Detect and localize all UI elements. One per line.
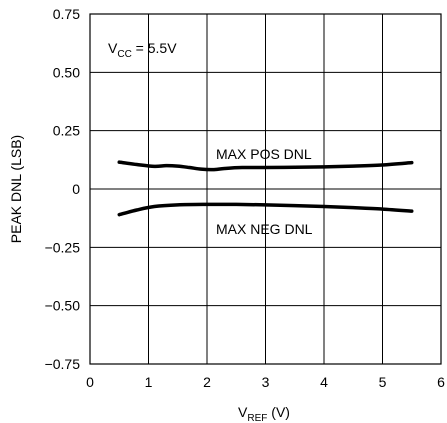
x-axis-label-main: V — [238, 404, 248, 420]
series-label-max-neg-dnl: MAX NEG DNL — [216, 221, 313, 237]
x-tick-label: 5 — [379, 374, 387, 390]
x-tick-label: 4 — [320, 374, 328, 390]
vcc-main: V — [108, 40, 118, 56]
x-tick-labels: 0 1 2 3 4 5 6 — [86, 374, 445, 390]
x-tick-label: 0 — [86, 374, 94, 390]
y-axis-label: PEAK DNL (LSB) — [8, 135, 24, 243]
y-tick-label: 0.50 — [53, 64, 80, 80]
x-tick-label: 1 — [145, 374, 153, 390]
vcc-suffix: = 5.5V — [132, 40, 177, 56]
y-tick-label: 0.25 — [53, 123, 80, 139]
series-label-max-pos-dnl: MAX POS DNL — [216, 146, 312, 162]
y-tick-label: −0.50 — [45, 298, 81, 314]
x-axis-label-sub: REF — [247, 413, 267, 423]
x-tick-label: 6 — [437, 374, 445, 390]
x-axis-label-suffix: (V) — [267, 404, 290, 420]
x-axis-label: VREF (V) — [238, 404, 290, 423]
series-line-max-neg-dnl — [117, 202, 414, 217]
grid — [90, 14, 441, 364]
x-tick-label: 3 — [262, 374, 270, 390]
y-tick-label: 0.75 — [53, 6, 80, 22]
y-tick-label: −0.75 — [45, 356, 81, 372]
x-tick-label: 2 — [203, 374, 211, 390]
series-layer — [117, 160, 414, 217]
vcc-sub: CC — [117, 49, 131, 60]
plot-frame — [89, 13, 442, 365]
y-tick-label: −0.25 — [45, 239, 81, 255]
series-line-max-pos-dnl — [117, 160, 414, 172]
y-tick-label: 0 — [72, 181, 80, 197]
y-tick-labels: 0.75 0.50 0.25 0 −0.25 −0.50 −0.75 — [45, 6, 81, 372]
vcc-annotation: VCC = 5.5V — [108, 40, 177, 60]
